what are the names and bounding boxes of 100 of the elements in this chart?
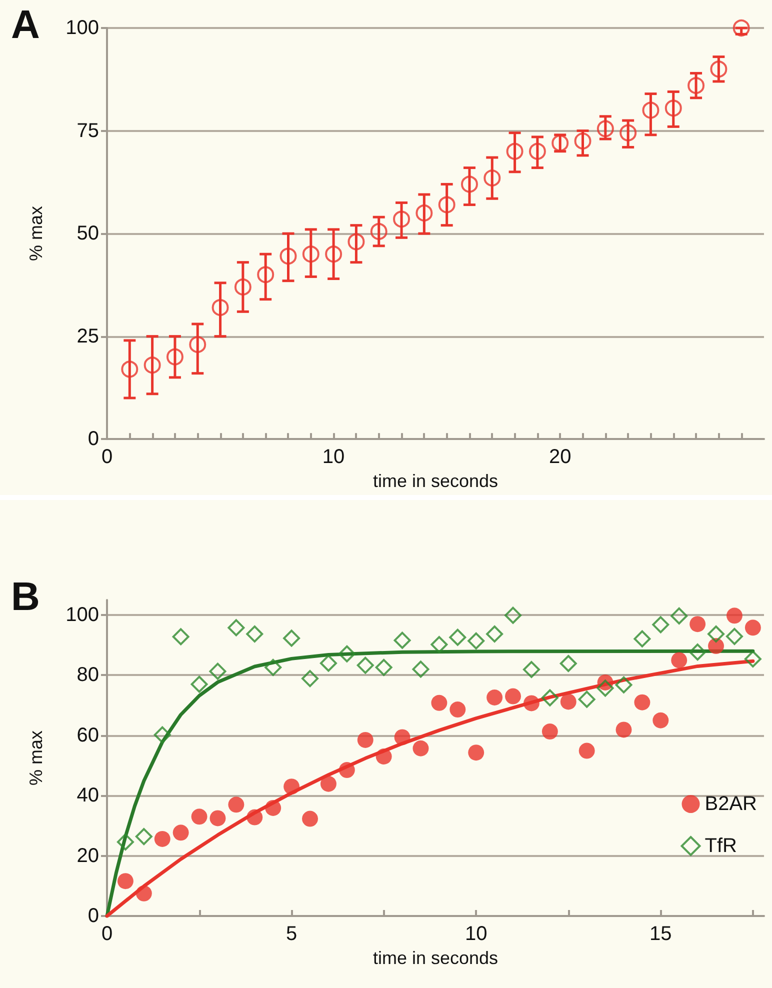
y-tick-label: 75: [76, 120, 99, 142]
point: [209, 662, 226, 680]
point: [690, 616, 706, 632]
point: [461, 176, 478, 193]
x-axis-title: time in seconds: [372, 471, 498, 491]
point: [732, 20, 750, 36]
point: [338, 762, 355, 778]
point: [450, 702, 466, 718]
point: [154, 830, 170, 847]
point: [578, 742, 595, 759]
point: [542, 724, 558, 740]
point: [578, 690, 596, 708]
point: [652, 712, 669, 728]
x-tick-label: 20: [548, 446, 572, 468]
y-tick-label: 20: [76, 844, 99, 867]
point: [246, 626, 264, 643]
point: [486, 690, 503, 706]
point: [394, 632, 411, 649]
point: [642, 102, 660, 119]
point: [708, 626, 725, 643]
point: [634, 694, 650, 710]
point: [135, 828, 152, 846]
point: [416, 204, 433, 222]
point: [325, 246, 342, 263]
point: [257, 266, 274, 284]
x-axis-title: time in seconds: [372, 948, 498, 968]
y-tick-label: 60: [76, 724, 99, 746]
point: [560, 655, 577, 672]
point: [284, 778, 300, 795]
y-axis-title: % max: [26, 730, 46, 786]
point: [172, 824, 189, 841]
point: [726, 628, 743, 645]
chart-title: B: [11, 575, 40, 619]
y-tick-label: 40: [76, 784, 99, 807]
point: [671, 652, 688, 668]
point: [744, 650, 762, 668]
legend-label: B2AR: [704, 793, 758, 815]
point: [560, 694, 576, 710]
point: [744, 620, 761, 636]
point: [430, 636, 448, 654]
point: [210, 810, 226, 826]
point: [438, 196, 456, 214]
point: [506, 142, 524, 160]
point: [689, 644, 706, 661]
point: [320, 654, 337, 672]
x-tick-label: 10: [464, 923, 488, 945]
point: [620, 124, 637, 142]
point: [596, 120, 614, 138]
point: [505, 688, 522, 704]
point: [228, 619, 245, 636]
point: [670, 607, 688, 624]
y-tick-label: 100: [66, 17, 99, 39]
point: [412, 660, 430, 678]
point: [504, 606, 522, 624]
point: [522, 661, 540, 678]
point: [708, 638, 724, 654]
point: [664, 100, 682, 117]
point: [189, 336, 206, 354]
point: [634, 630, 651, 648]
point: [302, 810, 318, 827]
point: [228, 796, 244, 813]
y-tick-label: 0: [88, 428, 99, 450]
point: [121, 360, 138, 378]
y-tick-label: 100: [66, 604, 99, 626]
point: [726, 608, 742, 624]
point: [375, 658, 392, 676]
legend-label: TfR: [704, 835, 737, 857]
x-tick-label: 5: [286, 923, 298, 945]
point: [212, 299, 229, 316]
point: [320, 776, 336, 792]
point: [486, 626, 504, 643]
y-tick-label: 80: [76, 664, 99, 686]
point: [283, 630, 300, 647]
point: [376, 748, 392, 764]
x-tick-label: 0: [101, 923, 113, 945]
point: [136, 885, 152, 902]
x-tick-label: 10: [322, 446, 345, 468]
point: [116, 833, 134, 850]
point: [574, 132, 592, 150]
point: [616, 722, 632, 738]
point: [393, 210, 410, 228]
point: [468, 744, 484, 761]
point: [357, 732, 374, 748]
point: [302, 246, 320, 263]
y-tick-label: 50: [76, 222, 99, 245]
chart-title: A: [11, 3, 40, 47]
point: [394, 729, 410, 746]
point: [523, 695, 540, 712]
point: [302, 670, 319, 688]
point: [166, 348, 184, 366]
point: [265, 800, 282, 816]
point: [144, 356, 161, 374]
point: [246, 809, 263, 826]
point: [356, 656, 374, 674]
point: [528, 142, 546, 160]
point: [172, 628, 190, 646]
y-tick-label: 25: [76, 325, 99, 348]
point: [468, 632, 485, 650]
point: [412, 740, 429, 756]
point: [596, 680, 614, 697]
